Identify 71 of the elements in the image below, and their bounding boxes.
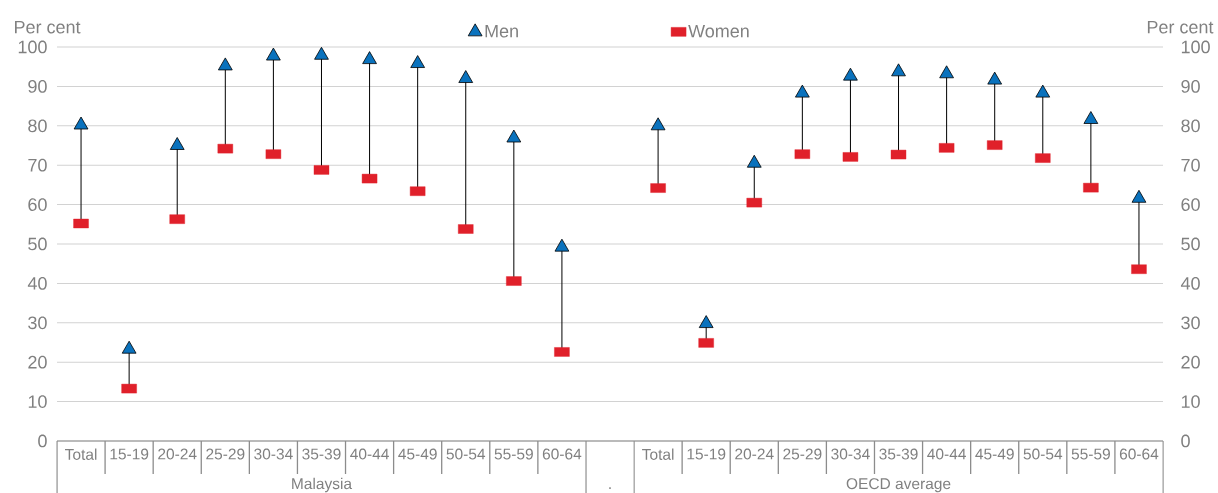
point <box>169 137 185 150</box>
y-tick-label: 80 <box>28 119 47 133</box>
y2-tick-label: 60 <box>1181 198 1200 211</box>
y2-tick-label: 20 <box>1181 355 1200 369</box>
point <box>939 65 954 79</box>
legend-label: Women <box>688 24 749 38</box>
y-tick-label: 70 <box>28 158 47 172</box>
point <box>843 67 858 81</box>
x-tick-label: 15-19 <box>110 448 149 460</box>
x-tick-label: 50-54 <box>446 448 486 460</box>
y-tick-label: 100 <box>18 40 47 54</box>
x-tick-label: 50-54 <box>1023 448 1063 460</box>
y2-tick-label: 40 <box>1180 277 1200 290</box>
x-tick-label: 60-64 <box>542 448 582 460</box>
y-tick-label: 20 <box>28 355 47 369</box>
point <box>795 84 810 98</box>
point <box>73 116 89 130</box>
x-tick-label: 55-59 <box>494 448 533 460</box>
point <box>1083 111 1099 124</box>
y2-tick-label: 0 <box>1181 434 1190 448</box>
point <box>650 117 666 131</box>
x-tick-label: 25-29 <box>783 448 822 460</box>
point <box>987 71 1003 85</box>
text: Malaysia <box>292 477 353 493</box>
x-tick-label: 15-19 <box>687 448 726 460</box>
y2-tick-label: 30 <box>1181 316 1200 330</box>
point <box>891 63 906 77</box>
y2-tick-label: 50 <box>1181 237 1200 251</box>
x-tick-label: 30-34 <box>254 448 293 460</box>
text: . <box>609 487 611 489</box>
x-tick-label: 35-39 <box>879 448 918 460</box>
x-tick-label: 30-34 <box>831 448 870 460</box>
point <box>314 46 329 60</box>
point <box>217 57 233 71</box>
x-tick-label: 40-44 <box>350 448 389 460</box>
y-tick-label: 0 <box>38 434 47 448</box>
x-tick-label: Total <box>65 448 97 460</box>
x-tick-label: 55-59 <box>1071 448 1110 460</box>
y2-tick-label: 70 <box>1181 158 1200 172</box>
y-tick-label: 50 <box>28 237 47 251</box>
point <box>1035 84 1051 98</box>
x-tick-label: 45-49 <box>975 448 1014 460</box>
point <box>1131 189 1147 203</box>
point <box>506 129 522 143</box>
y2-tick-label: 100 <box>1181 40 1210 54</box>
point <box>266 47 281 61</box>
y-tick-label: 30 <box>28 316 47 330</box>
x-tick-label: 40-44 <box>927 448 966 460</box>
point <box>554 238 570 252</box>
point <box>458 70 474 83</box>
x-tick-label: 20-24 <box>158 448 197 460</box>
x-tick-label: 60-64 <box>1119 448 1159 460</box>
y2-tick-label: 10 <box>1181 395 1200 408</box>
legend-label: Men <box>485 24 518 38</box>
y2-tick-label: 90 <box>1181 80 1200 93</box>
y2-axis-title: Per cent <box>1147 20 1214 34</box>
y-tick-label: 40 <box>27 277 47 290</box>
point <box>410 55 425 68</box>
y-tick-label: 10 <box>28 395 47 408</box>
x-tick-label: 45-49 <box>398 448 437 460</box>
x-tick-label: 25-29 <box>206 448 245 460</box>
text: OECD average <box>846 478 951 493</box>
x-tick-label: 35-39 <box>302 448 341 460</box>
y-tick-label: 90 <box>28 80 47 93</box>
y2-tick-label: 80 <box>1181 119 1200 133</box>
point <box>362 51 377 65</box>
x-tick-label: 20-24 <box>735 448 774 460</box>
y-axis-title: Per cent <box>15 20 81 34</box>
x-tick-label: Total <box>642 448 674 460</box>
y-tick-label: 60 <box>28 198 47 211</box>
point <box>746 154 762 168</box>
